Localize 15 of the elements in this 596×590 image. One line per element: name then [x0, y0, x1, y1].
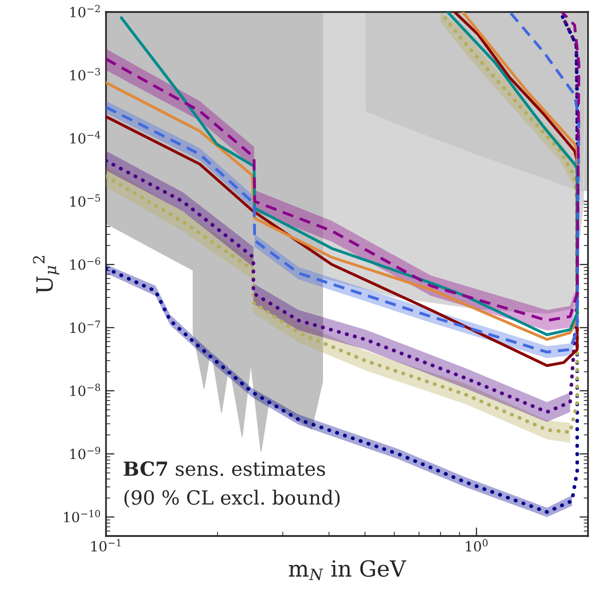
y-tick-label: 10$^{−8}$ — [70, 384, 100, 396]
y-tick-label: 10$^{−3}$ — [70, 68, 100, 80]
y-tick-label: 10$^{−2}$ — [70, 4, 100, 18]
x-axis-title: m$_{N}$ in GeV — [288, 560, 406, 580]
y-tick-label: 10$^{−7}$ — [70, 320, 100, 334]
y-tick-label: 10$^{−9}$ — [70, 446, 100, 460]
x-tick-label: 10$^{−1}$ — [91, 539, 120, 552]
y-axis-title: U$_{μ}$$^{2}$ — [32, 256, 60, 294]
y-tick-label: 10$^{−5}$ — [70, 194, 100, 207]
y-tick-label: 10$^{−4}$ — [70, 131, 100, 144]
annotation: (90 % CL excl. bound) — [124, 490, 340, 508]
annotation: BC7 sens. estimates — [124, 461, 325, 476]
y-tick-label: 10$^{−6}$ — [70, 257, 100, 270]
x-tick-label: 10$^{0}$ — [466, 539, 488, 552]
y-tick-label: 10$^{−10}$ — [64, 510, 100, 522]
